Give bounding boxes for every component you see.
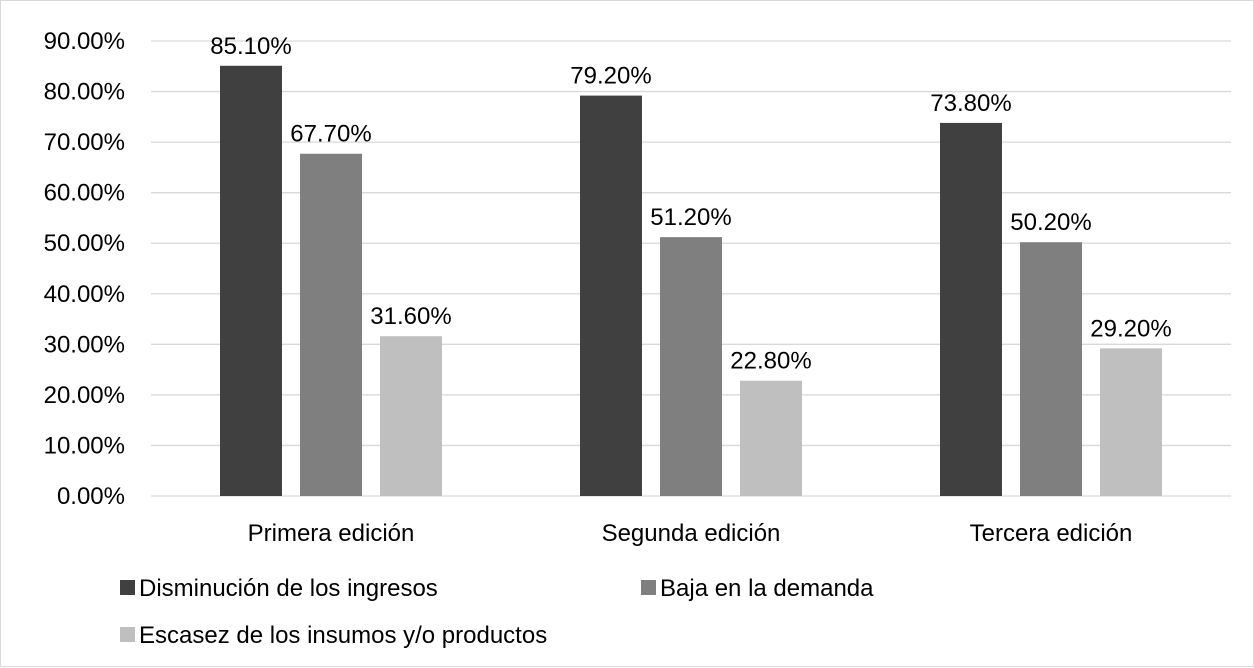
data-label: 22.80% <box>730 348 811 375</box>
legend-label: Disminución de los ingresos <box>139 575 438 602</box>
y-tick-label: 10.00% <box>44 432 125 459</box>
data-label: 85.10% <box>210 33 291 60</box>
bar <box>580 95 642 496</box>
data-label: 50.20% <box>1010 209 1091 236</box>
x-axis-category-labels: Primera edición Segunda edición Tercera ed… <box>248 520 1133 547</box>
y-tick-label: 30.00% <box>44 331 125 358</box>
bar <box>740 380 802 496</box>
bar <box>380 336 442 496</box>
y-tick-label: 90.00% <box>44 28 125 55</box>
y-tick-label: 40.00% <box>44 281 125 308</box>
legend-label: Escasez de los insumos y/o productos <box>139 622 547 649</box>
y-tick-label: 80.00% <box>44 79 125 106</box>
data-label: 73.80% <box>930 90 1011 117</box>
category-label: Primera edición <box>248 520 415 547</box>
y-tick-label: 20.00% <box>44 382 125 409</box>
legend-label: Baja en la demanda <box>660 575 874 602</box>
data-labels: 85.10% 67.70% 31.60% 79.20% 51.20% 22.80% 73.8… <box>210 33 1171 375</box>
y-tick-label: 0.00% <box>57 483 125 510</box>
legend-swatch <box>120 580 135 595</box>
y-tick-label: 60.00% <box>44 180 125 207</box>
bar <box>220 65 282 497</box>
bars <box>220 65 1162 497</box>
legend-item: Escasez de los insumos y/o productos <box>120 622 547 649</box>
data-label: 79.20% <box>570 63 651 90</box>
bar <box>660 237 722 496</box>
bar <box>940 122 1002 497</box>
legend-swatch <box>641 580 656 595</box>
legend-item: Disminución de los ingresos <box>120 575 438 602</box>
bar <box>1100 348 1162 496</box>
y-tick-label: 50.00% <box>44 230 125 257</box>
data-label: 29.20% <box>1090 315 1171 342</box>
legend: Disminución de los ingresos Baja en la de… <box>120 575 874 649</box>
legend-item: Baja en la demanda <box>641 575 874 602</box>
y-tick-label: 70.00% <box>44 129 125 156</box>
legend-swatch <box>120 627 135 642</box>
y-axis-tick-labels: 0.00% 10.00% 20.00% 30.00% 40.00% 50.00% 60.00… <box>44 28 125 510</box>
bar <box>300 153 362 496</box>
bar <box>1020 242 1082 496</box>
data-label: 67.70% <box>290 121 371 148</box>
data-label: 51.20% <box>650 204 731 231</box>
category-label: Tercera edición <box>970 520 1133 547</box>
category-label: Segunda edición <box>602 520 781 547</box>
data-label: 31.60% <box>370 303 451 330</box>
